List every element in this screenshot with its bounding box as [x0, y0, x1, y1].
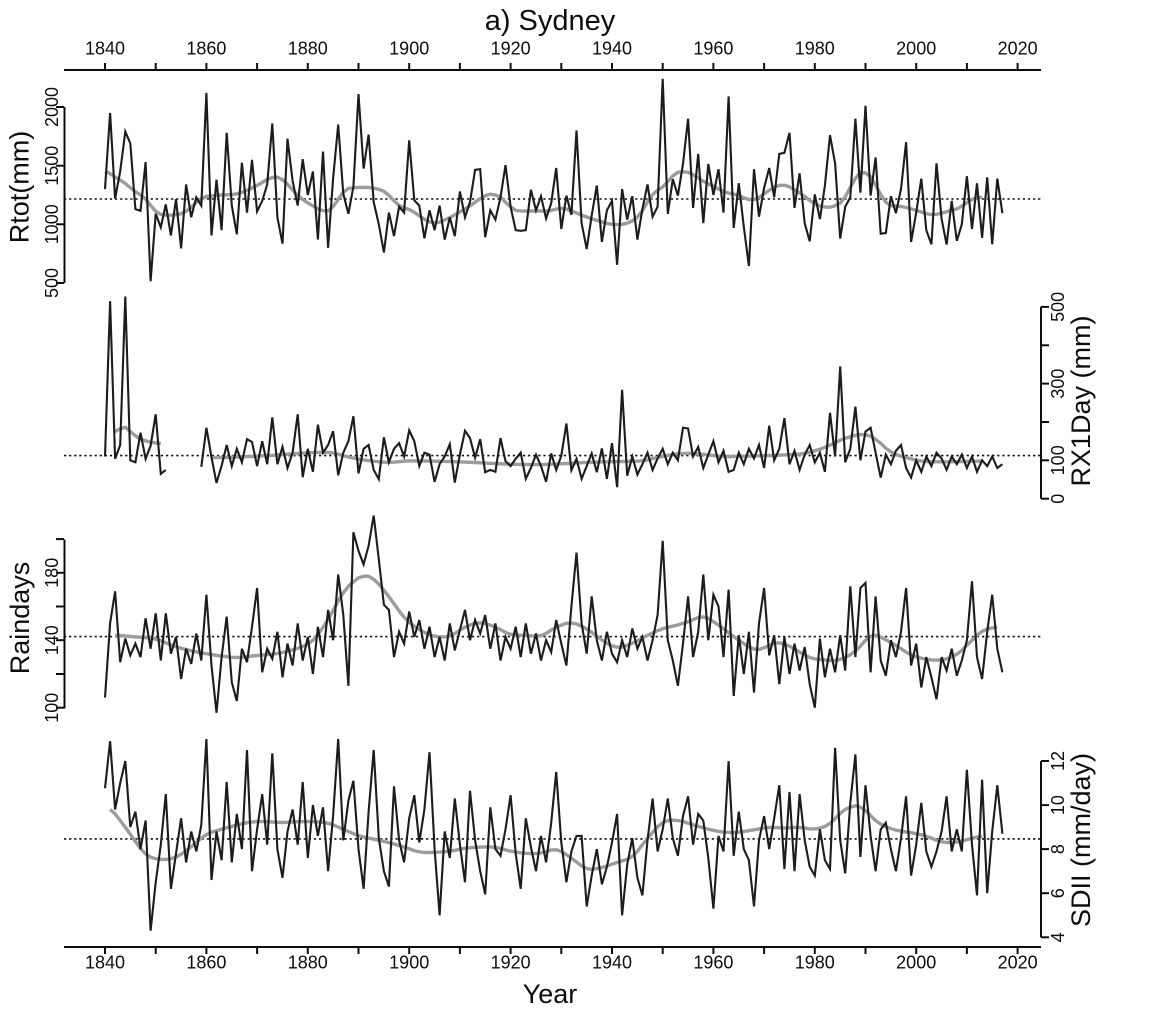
svg-text:2000: 2000 [42, 87, 62, 127]
svg-text:1000: 1000 [42, 204, 62, 244]
svg-text:1900: 1900 [389, 39, 429, 59]
svg-text:RX1Day (mm): RX1Day (mm) [1066, 315, 1096, 486]
svg-text:500: 500 [42, 268, 62, 298]
svg-text:a) Sydney: a) Sydney [485, 5, 616, 37]
svg-text:100: 100 [1048, 445, 1068, 475]
svg-text:1900: 1900 [389, 953, 429, 973]
svg-text:2020: 2020 [998, 953, 1038, 973]
svg-text:1500: 1500 [42, 146, 62, 186]
svg-text:10: 10 [1048, 795, 1068, 815]
svg-text:Raindays: Raindays [5, 562, 35, 675]
svg-text:1920: 1920 [491, 39, 531, 59]
svg-text:2000: 2000 [896, 39, 936, 59]
svg-text:4: 4 [1048, 932, 1068, 942]
svg-text:1860: 1860 [186, 39, 226, 59]
svg-text:2000: 2000 [896, 953, 936, 973]
svg-text:1980: 1980 [795, 39, 835, 59]
svg-text:SDII (mm/day): SDII (mm/day) [1066, 753, 1096, 927]
svg-text:6: 6 [1048, 888, 1068, 898]
svg-text:300: 300 [1048, 369, 1068, 399]
svg-text:2020: 2020 [998, 39, 1038, 59]
svg-text:1840: 1840 [85, 953, 125, 973]
svg-text:Rtot(mm): Rtot(mm) [5, 131, 35, 243]
svg-text:180: 180 [42, 558, 62, 588]
svg-text:500: 500 [1048, 292, 1068, 322]
svg-text:1960: 1960 [693, 39, 733, 59]
svg-text:1940: 1940 [592, 953, 632, 973]
svg-text:1920: 1920 [491, 953, 531, 973]
svg-text:100: 100 [42, 693, 62, 723]
svg-text:12: 12 [1048, 751, 1068, 771]
svg-text:1960: 1960 [693, 953, 733, 973]
svg-text:140: 140 [42, 625, 62, 655]
svg-text:Year: Year [523, 979, 578, 1009]
svg-text:1860: 1860 [186, 953, 226, 973]
svg-text:1840: 1840 [85, 39, 125, 59]
svg-text:0: 0 [1048, 494, 1068, 504]
svg-text:1980: 1980 [795, 953, 835, 973]
svg-text:1880: 1880 [288, 953, 328, 973]
svg-text:8: 8 [1048, 844, 1068, 854]
svg-text:1880: 1880 [288, 39, 328, 59]
svg-text:1940: 1940 [592, 39, 632, 59]
